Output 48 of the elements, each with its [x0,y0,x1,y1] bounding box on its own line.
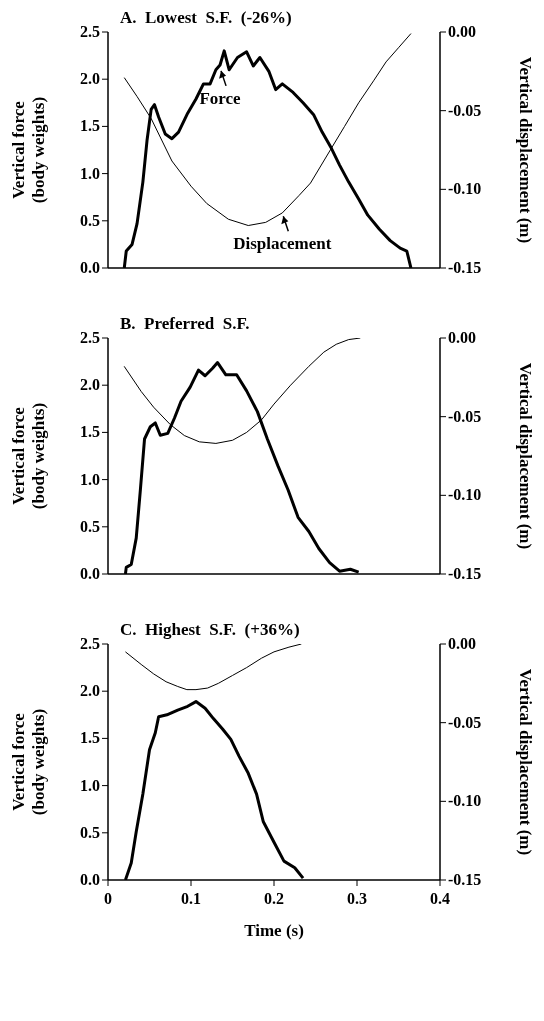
chart-title: B. Preferred S.F. [120,314,250,334]
annotation: Force [199,88,242,108]
y2-axis-title: Vertical displacement (m) [516,362,536,550]
y2-tick-label: -0.05 [448,101,482,119]
y2-tick-label: -0.10 [448,180,482,198]
y2-axis-title: Vertical displacement (m) [516,56,536,244]
y-tick-label: 1.0 [80,776,100,794]
x-tick-label: 0.3 [347,890,367,907]
y2-axis-title: Vertical displacement (m) [516,668,536,856]
y-tick-label: 2.5 [80,635,100,652]
x-tick-label: 0.4 [430,890,450,907]
y2-tick-label: 0.00 [448,329,476,346]
y2-tick-label: -0.15 [448,565,482,582]
x-tick-label: 0.2 [264,890,284,907]
y2-tick-label: -0.15 [448,871,482,888]
y2-tick-label: -0.05 [448,407,482,425]
y2-tick-label: -0.10 [448,486,482,504]
x-axis-title: Time (s) [244,921,304,940]
y-tick-label: 1.5 [80,117,100,135]
y-tick-label: 2.5 [80,329,100,346]
y-tick-label: 0.0 [80,565,100,582]
x-tick-label: 0 [104,890,112,907]
y-tick-label: 0.5 [80,823,100,841]
y-tick-label: 0.0 [80,259,100,276]
y2-tick-label: 0.00 [448,635,476,652]
y-axis-title: Vertical force (body weights) [9,708,48,816]
y2-tick-label: 0.00 [448,23,476,40]
y-tick-label: 0.5 [80,211,100,229]
y-tick-label: 1.0 [80,164,100,182]
y2-tick-label: -0.15 [448,259,482,276]
line-series [124,644,302,691]
y-tick-label: 1.5 [80,423,100,441]
x-tick-label: 0.1 [181,890,201,907]
y-tick-label: 0.5 [80,517,100,535]
chart-title: A. Lowest S.F. (-26%) [120,8,292,28]
chart-title: C. Highest S.F. (+36%) [120,620,300,640]
y-tick-label: 0.0 [80,871,100,888]
y2-tick-label: -0.05 [448,713,482,731]
y-tick-label: 1.0 [80,470,100,488]
y-tick-label: 2.5 [80,23,100,40]
y-tick-label: 1.5 [80,729,100,747]
y-tick-label: 2.0 [80,376,100,394]
y-axis-title: Vertical force (body weights) [9,96,48,204]
y-tick-label: 2.0 [80,682,100,700]
y-tick-label: 2.0 [80,70,100,88]
annotation: Displacement [233,234,332,254]
y-axis-title: Vertical force (body weights) [9,402,48,510]
y2-tick-label: -0.10 [448,792,482,810]
